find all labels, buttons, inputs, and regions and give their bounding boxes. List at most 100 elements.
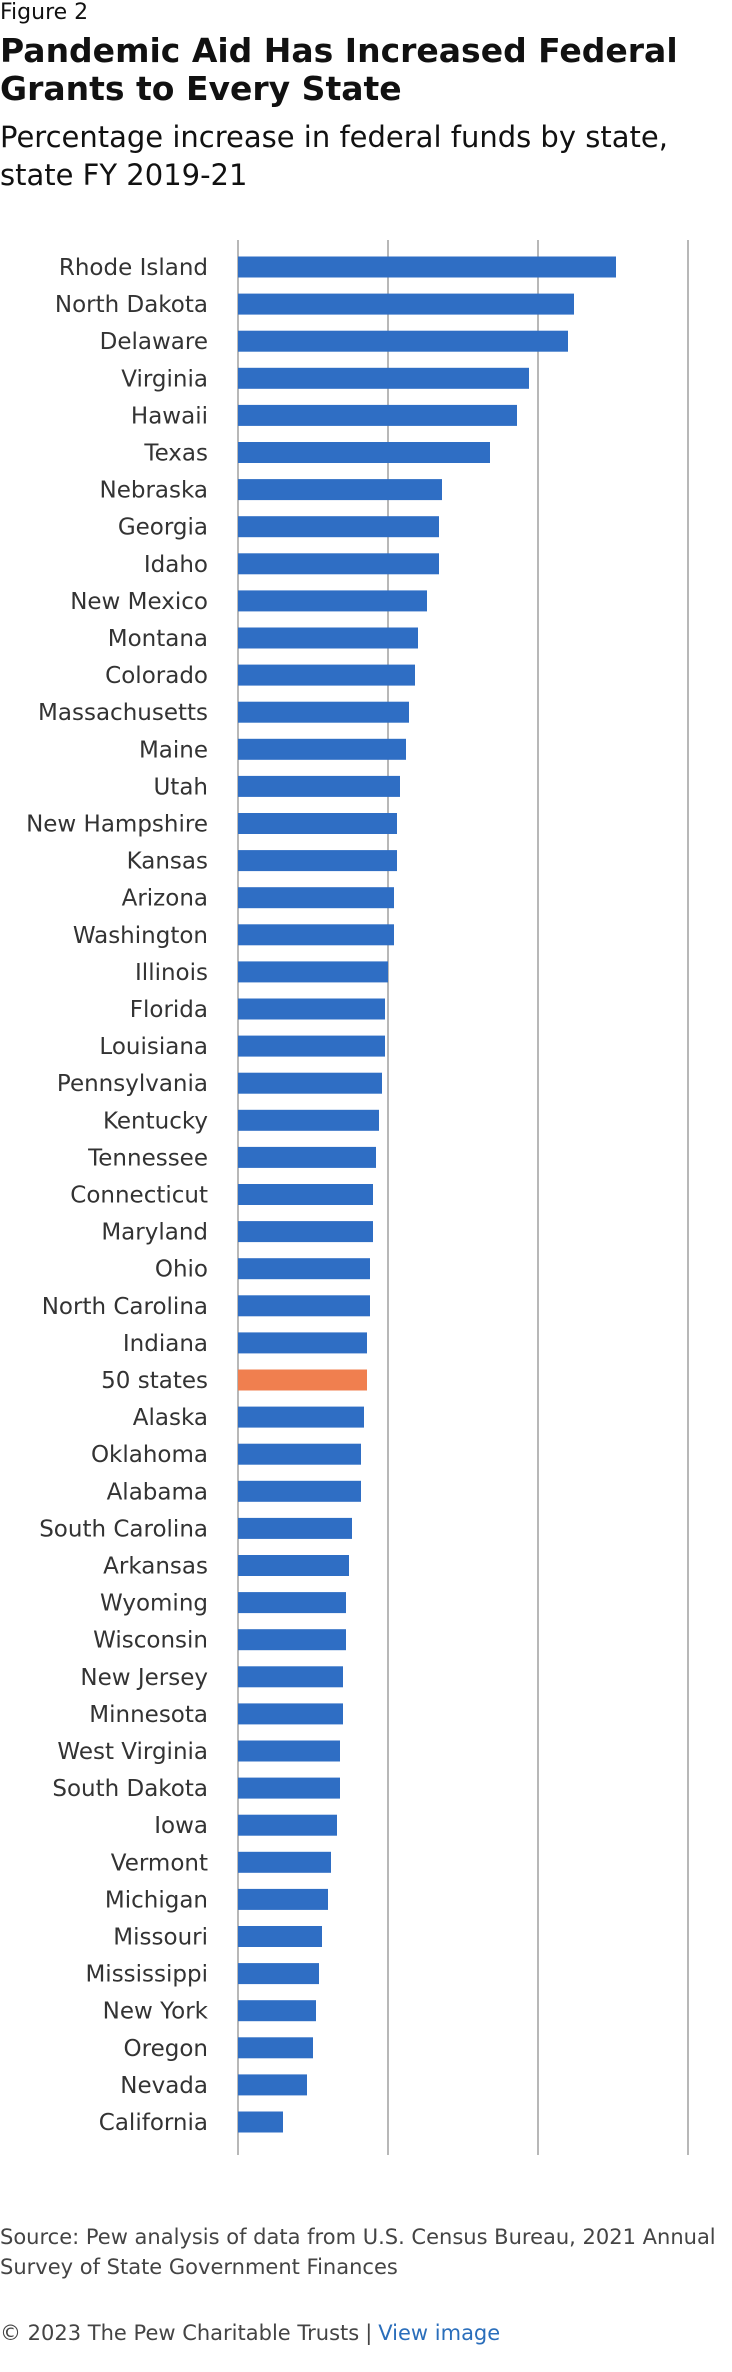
bar-4 [238, 404, 517, 426]
category-label-17: Arizona [122, 886, 208, 912]
bar-21 [238, 1035, 385, 1057]
bar-3 [238, 367, 529, 389]
category-label-39: Minnesota [89, 1702, 208, 1728]
category-label-33: Alabama [107, 1479, 208, 1505]
bar-7 [238, 516, 439, 538]
bar-8 [238, 553, 439, 575]
bar-36 [238, 1592, 346, 1614]
bar-9 [238, 590, 427, 612]
category-label-9: New Mexico [70, 589, 208, 615]
category-label-10: Montana [108, 626, 208, 652]
bar-25 [238, 1184, 373, 1205]
bar-32 [238, 1443, 361, 1465]
bar-16 [238, 850, 397, 872]
category-label-41: South Dakota [52, 1776, 208, 1802]
bar-22 [238, 1072, 382, 1094]
bar-33 [238, 1480, 361, 1502]
bar-45 [238, 1926, 322, 1947]
bar-5 [238, 442, 490, 463]
bar-13 [238, 738, 406, 760]
category-label-4: Hawaii [131, 403, 208, 429]
bar-35 [238, 1555, 349, 1576]
bar-18 [238, 924, 394, 946]
bar-20 [238, 998, 385, 1020]
category-label-26: Maryland [101, 1220, 208, 1246]
category-label-42: Iowa [154, 1813, 208, 1839]
category-label-37: Wisconsin [93, 1628, 208, 1654]
bar-39 [238, 1703, 343, 1725]
bar-26 [238, 1221, 373, 1243]
category-label-25: Connecticut [70, 1183, 208, 1209]
bar-11 [238, 664, 415, 686]
category-label-21: Louisiana [99, 1034, 208, 1060]
bar-1 [238, 293, 574, 315]
bar-0 [238, 256, 616, 278]
bar-48 [238, 2037, 313, 2059]
category-label-7: Georgia [118, 515, 208, 541]
tick-label-2: 100% [504, 2169, 573, 2170]
bar-30 [238, 1369, 367, 1391]
category-label-29: Indiana [123, 1331, 208, 1357]
category-label-11: Colorado [105, 663, 208, 689]
bar-10 [238, 627, 418, 649]
category-label-44: Michigan [105, 1887, 208, 1913]
tick-label-0: 0% [219, 2169, 257, 2170]
category-label-2: Delaware [100, 329, 208, 355]
bar-40 [238, 1740, 340, 1762]
category-label-24: Tennessee [87, 1145, 208, 1171]
category-label-3: Virginia [121, 366, 208, 392]
category-label-32: Oklahoma [91, 1442, 208, 1468]
bar-44 [238, 1888, 328, 1910]
category-label-46: Mississippi [85, 1962, 208, 1988]
category-label-8: Idaho [144, 552, 208, 578]
bar-37 [238, 1629, 346, 1651]
bar-2 [238, 330, 568, 352]
bar-34 [238, 1517, 352, 1539]
category-label-23: Kentucky [103, 1108, 208, 1134]
category-label-18: Washington [73, 923, 208, 949]
bar-38 [238, 1666, 343, 1688]
bar-31 [238, 1406, 364, 1428]
category-label-6: Nebraska [100, 478, 209, 504]
category-label-27: Ohio [155, 1257, 208, 1283]
footer-separator: | [365, 2321, 373, 2345]
bar-chart: Rhode Island North Dakota Delaware Virginia… [26, 240, 723, 2170]
category-label-15: New Hampshire [26, 812, 208, 838]
bar-41 [238, 1777, 340, 1799]
category-label-34: South Carolina [39, 1516, 208, 1542]
copyright-text: © 2023 The Pew Charitable Trusts [0, 2321, 360, 2345]
category-label-16: Kansas [127, 849, 208, 875]
category-label-22: Pennsylvania [57, 1071, 208, 1097]
bar-28 [238, 1295, 370, 1317]
bar-17 [238, 887, 394, 909]
bar-50 [238, 2111, 283, 2133]
category-label-36: Wyoming [100, 1591, 208, 1617]
category-label-38: New Jersey [80, 1665, 208, 1691]
bar-14 [238, 775, 400, 797]
category-label-19: Illinois [135, 960, 208, 986]
category-label-13: Maine [139, 737, 208, 763]
figure-label: Figure 2 [0, 0, 89, 25]
tick-label-3: 150% [654, 2169, 723, 2170]
bar-24 [238, 1146, 376, 1168]
category-label-28: North Carolina [42, 1294, 208, 1320]
bar-15 [238, 813, 397, 834]
category-label-1: North Dakota [55, 292, 208, 318]
category-label-31: Alaska [133, 1405, 208, 1431]
chart-subtitle: Percentage increase in federal funds by … [0, 120, 668, 192]
category-label-49: Nevada [120, 2073, 208, 2099]
bar-27 [238, 1258, 370, 1280]
category-label-40: West Virginia [57, 1739, 208, 1765]
view-image-link[interactable]: View image [378, 2321, 501, 2345]
footer: © 2023 The Pew Charitable Trusts | View im… [0, 2321, 500, 2345]
tick-label-1: 50% [361, 2169, 414, 2170]
bar-47 [238, 2000, 316, 2022]
category-label-30: 50 states [101, 1368, 208, 1394]
category-label-12: Massachusetts [38, 700, 208, 726]
bar-23 [238, 1109, 379, 1131]
bar-6 [238, 479, 442, 501]
category-label-43: Vermont [111, 1850, 208, 1876]
bar-12 [238, 701, 409, 723]
category-label-20: Florida [130, 997, 208, 1023]
category-label-45: Missouri [113, 1925, 208, 1951]
